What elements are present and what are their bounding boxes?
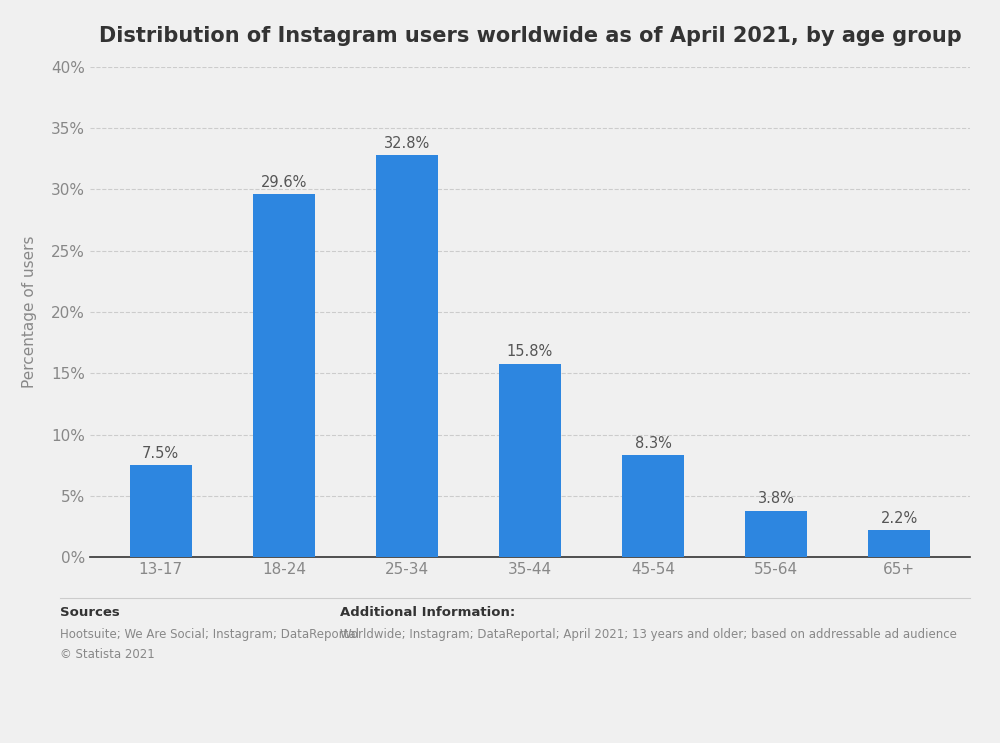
- Bar: [376, 155, 438, 557]
- Bar: [745, 510, 807, 557]
- Text: 2.2%: 2.2%: [881, 511, 918, 526]
- Bar: [622, 455, 684, 557]
- Text: Sources: Sources: [60, 606, 120, 618]
- Bar: [130, 465, 192, 557]
- Text: 32.8%: 32.8%: [384, 136, 430, 151]
- Text: 15.8%: 15.8%: [507, 344, 553, 360]
- Title: Distribution of Instagram users worldwide as of April 2021, by age group: Distribution of Instagram users worldwid…: [99, 26, 961, 46]
- Text: 8.3%: 8.3%: [635, 436, 672, 451]
- Text: Additional Information:: Additional Information:: [340, 606, 515, 618]
- Bar: [253, 195, 315, 557]
- Text: 29.6%: 29.6%: [261, 175, 307, 190]
- Text: Worldwide; Instagram; DataReportal; April 2021; 13 years and older; based on add: Worldwide; Instagram; DataReportal; Apri…: [340, 628, 957, 640]
- Text: 7.5%: 7.5%: [142, 446, 179, 461]
- Text: © Statista 2021: © Statista 2021: [60, 648, 155, 661]
- Y-axis label: Percentage of users: Percentage of users: [22, 236, 37, 389]
- Text: Hootsuite; We Are Social; Instagram; DataReportal: Hootsuite; We Are Social; Instagram; Dat…: [60, 628, 359, 640]
- Bar: [868, 531, 930, 557]
- Bar: [499, 363, 561, 557]
- Text: 3.8%: 3.8%: [758, 491, 795, 507]
